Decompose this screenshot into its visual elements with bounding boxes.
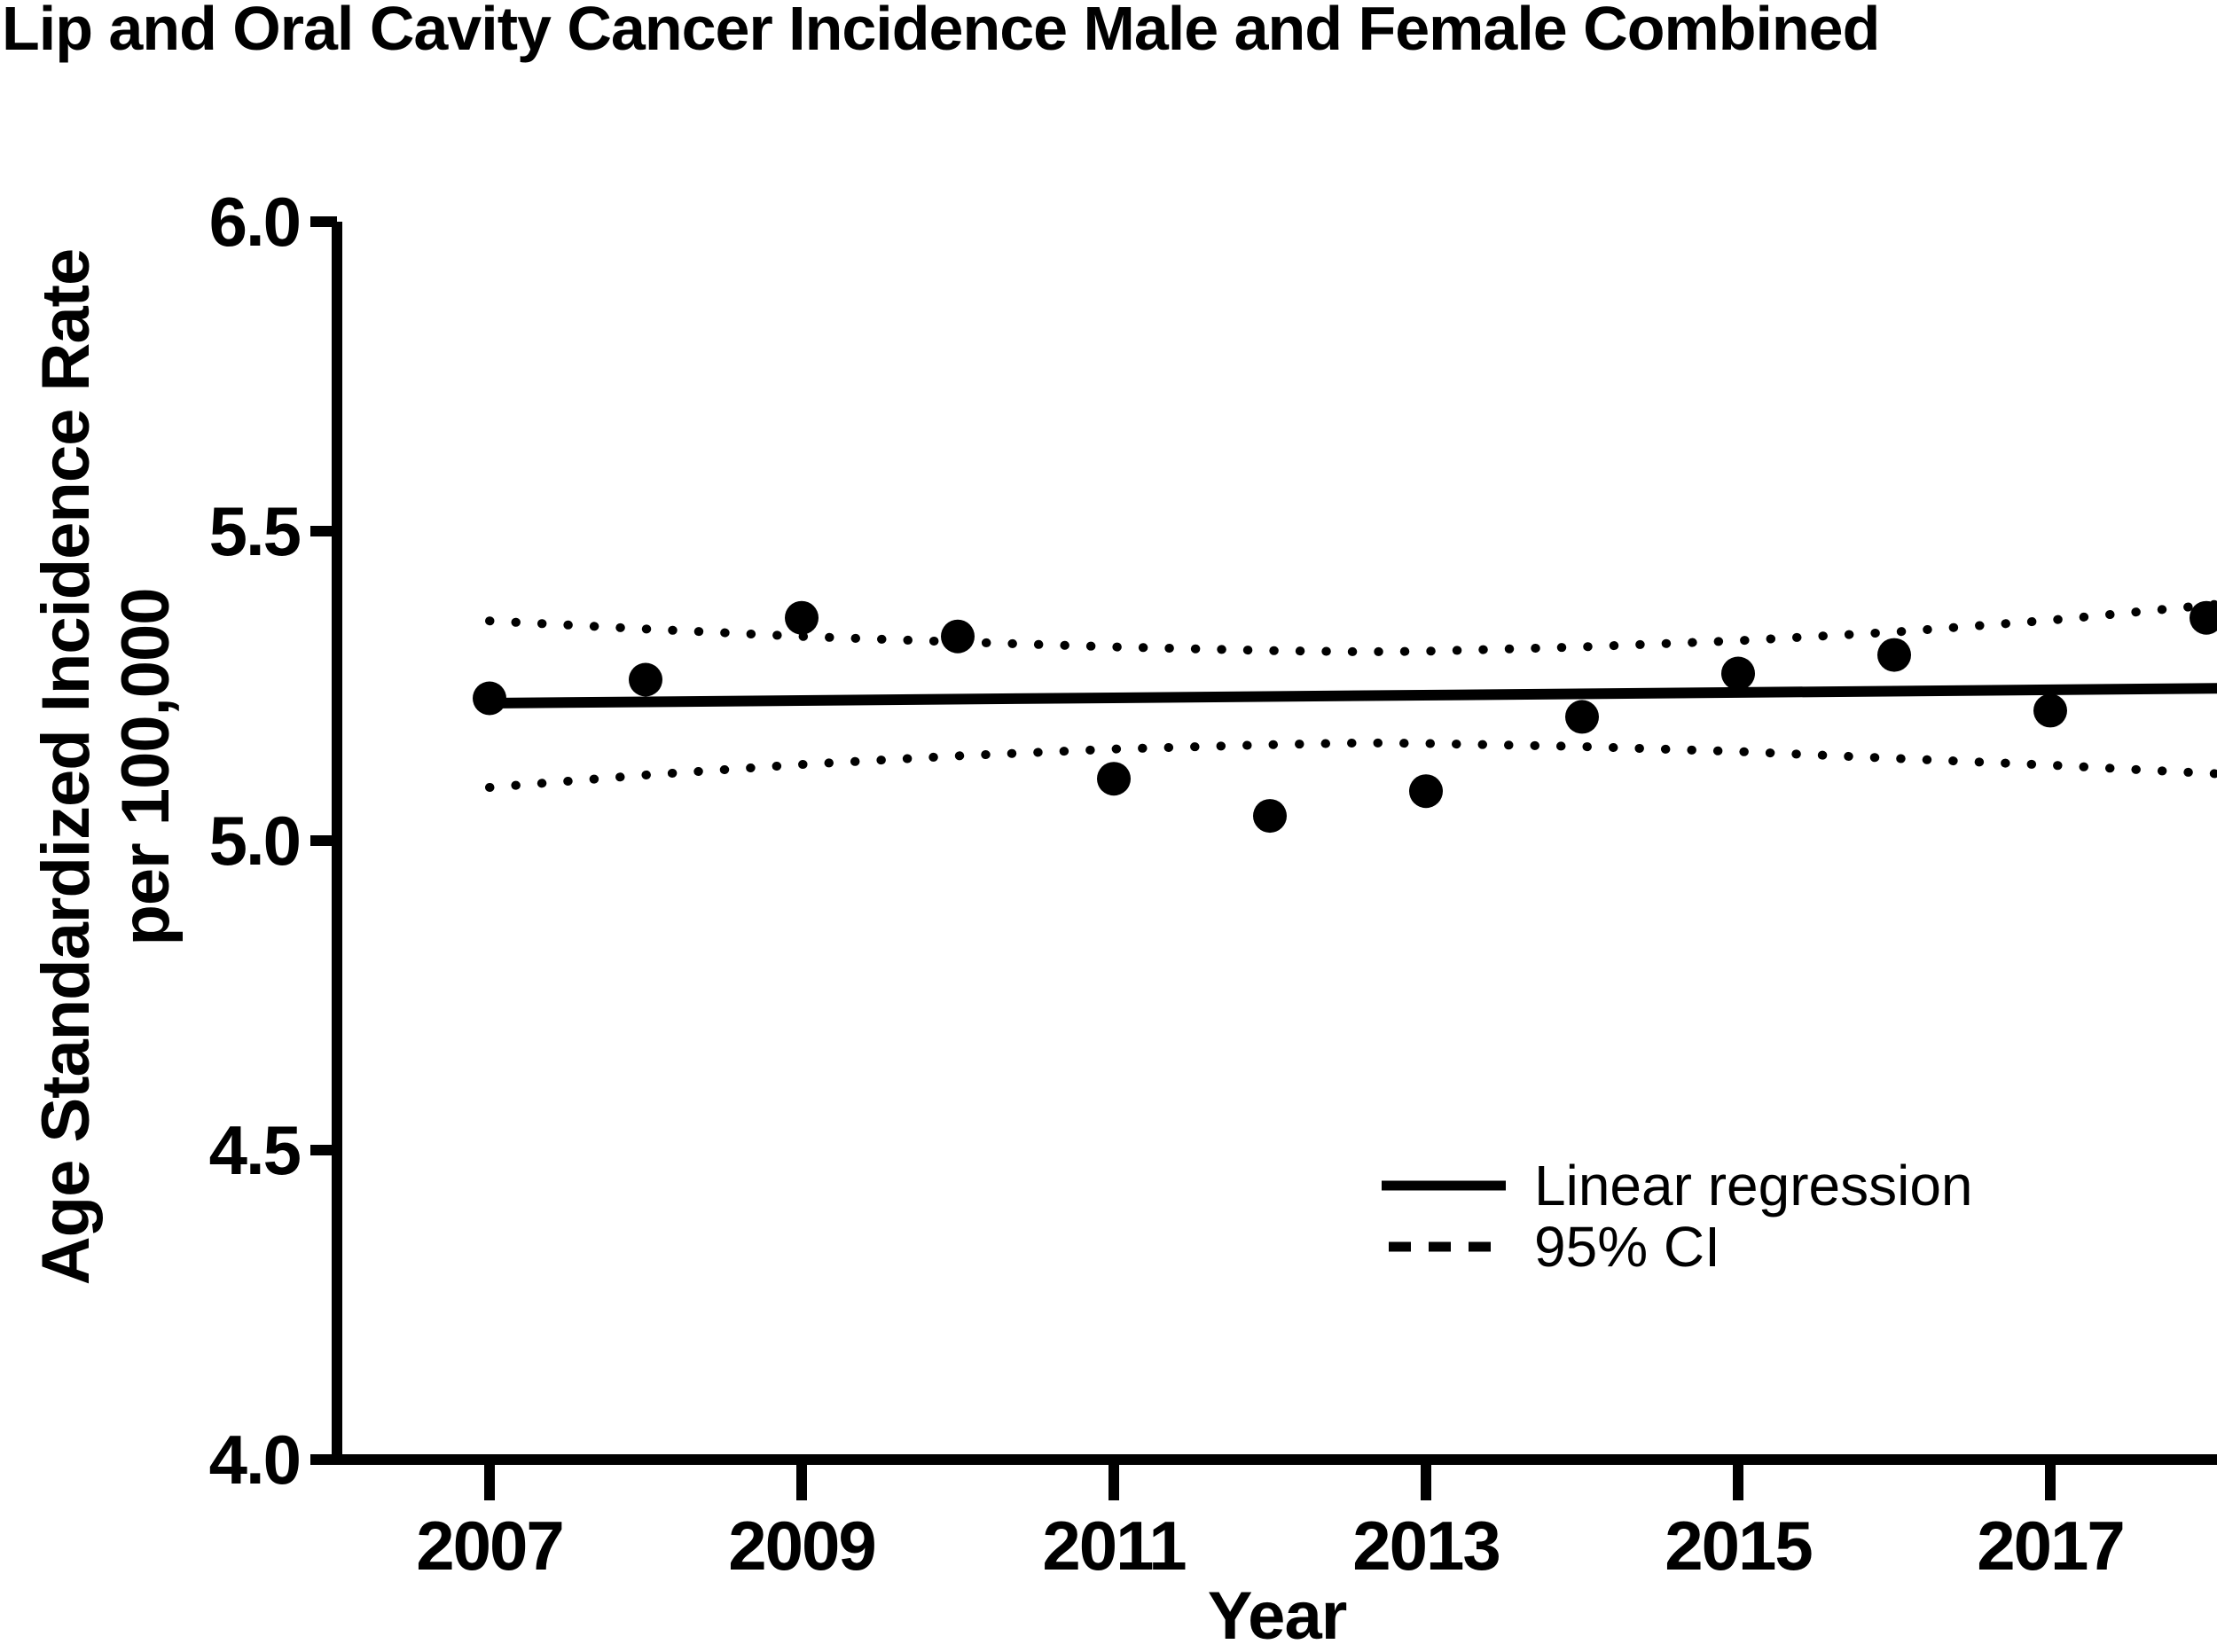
- regression-line-layer: [489, 683, 2217, 709]
- data-point: [1409, 774, 1443, 809]
- x-tick-label: 2013: [1352, 1507, 1500, 1585]
- x-tick-label: 2015: [1665, 1507, 1812, 1585]
- data-point: [1565, 700, 1599, 734]
- data-points-layer: [473, 600, 2217, 834]
- y-axis-title-line-1: Age Standardized Incidence Rate: [28, 249, 104, 1285]
- data-point: [2190, 600, 2217, 635]
- regression-line: [489, 683, 2217, 709]
- data-point: [1097, 762, 1131, 796]
- chart-title: Lip and Oral Cavity Cancer Incidence Mal…: [2, 0, 1879, 63]
- legend: Linear regression 95% CI: [1382, 1154, 1973, 1279]
- ci-upper-dotted-line: [485, 599, 2217, 657]
- y-tick-label: 5.0: [209, 802, 300, 880]
- data-point: [2033, 693, 2067, 728]
- x-tick-label: 2009: [728, 1507, 875, 1585]
- data-point: [785, 600, 819, 635]
- data-point: [629, 662, 662, 697]
- confidence-interval-lines: [485, 599, 2217, 792]
- legend-label-95-ci: 95% CI: [1534, 1215, 1720, 1279]
- y-tick-label: 5.5: [209, 492, 301, 570]
- x-tick-label: 2007: [416, 1507, 563, 1585]
- y-axis-title-line-2: per 100,000: [108, 588, 184, 945]
- y-tick-label: 4.0: [209, 1421, 300, 1499]
- x-axis-title: Year: [1208, 1578, 1347, 1652]
- x-tick-label: 2017: [1977, 1507, 2124, 1585]
- y-tick-label: 4.5: [209, 1111, 301, 1189]
- data-point: [473, 681, 506, 716]
- axes-layer: 6.0 5.5 5.0 4.5 4.0 2007 2009 2011 2013 2015 2017: [209, 183, 2217, 1585]
- data-point: [941, 619, 975, 654]
- data-point: [1721, 656, 1755, 691]
- legend-label-linear-regression: Linear regression: [1534, 1154, 1973, 1217]
- x-tick-label: 2011: [1042, 1507, 1186, 1585]
- ci-lower-dotted-line: [485, 738, 2217, 792]
- data-point: [1253, 799, 1287, 834]
- y-tick-label: 6.0: [209, 183, 300, 261]
- y-axis-title: Age Standardized Incidence Rate per 100,…: [28, 249, 184, 1285]
- data-point: [1877, 638, 1911, 672]
